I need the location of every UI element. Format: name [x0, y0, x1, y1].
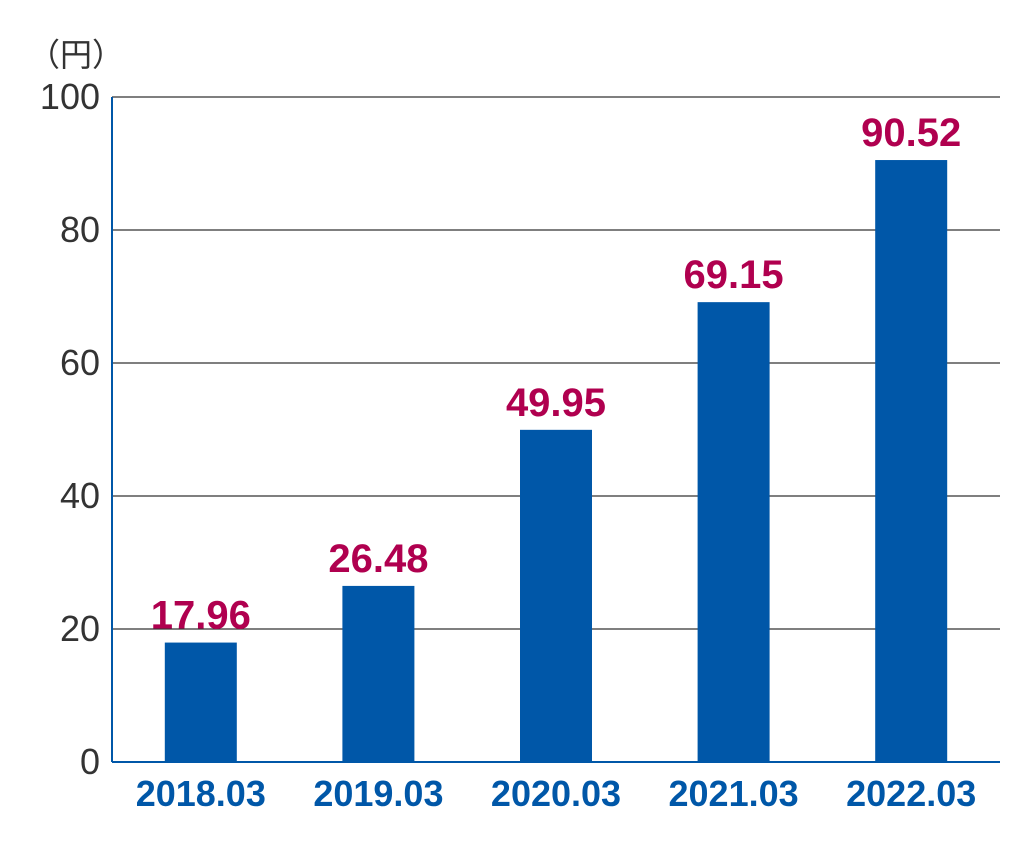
- y-axis-ticks: 0 20 40 60 80 100: [40, 76, 100, 782]
- data-label: 26.48: [328, 537, 428, 581]
- y-tick-label: 40: [60, 475, 100, 516]
- bar: [520, 429, 592, 762]
- x-tick-label: 2020.03: [491, 773, 621, 814]
- bar: [875, 160, 948, 763]
- x-tick-label: 2022.03: [846, 773, 976, 814]
- y-tick-label: 60: [60, 342, 100, 383]
- data-label: 69.15: [684, 253, 784, 297]
- y-tick-label: 100: [40, 76, 100, 117]
- x-tick-label: 2021.03: [669, 773, 799, 814]
- x-axis-ticks: 2018.03 2019.03 2020.03 2021.03 2022.03: [136, 773, 977, 814]
- data-label: 17.96: [151, 594, 251, 638]
- gridlines: [112, 96, 1000, 630]
- bar: [697, 302, 770, 762]
- unit-label: （円）: [28, 36, 124, 74]
- x-tick-label: 2018.03: [136, 773, 266, 814]
- axes: [111, 97, 1000, 763]
- data-labels: 17.96 26.48 49.95 69.15 90.52: [151, 111, 962, 638]
- data-label: 90.52: [861, 111, 961, 155]
- data-label: 49.95: [506, 381, 606, 425]
- bars: [164, 160, 948, 763]
- x-tick-label: 2019.03: [313, 773, 443, 814]
- bar: [342, 585, 415, 762]
- y-tick-label: 80: [60, 209, 100, 250]
- y-tick-label: 0: [80, 741, 100, 782]
- y-tick-label: 20: [60, 608, 100, 649]
- bar: [164, 642, 237, 762]
